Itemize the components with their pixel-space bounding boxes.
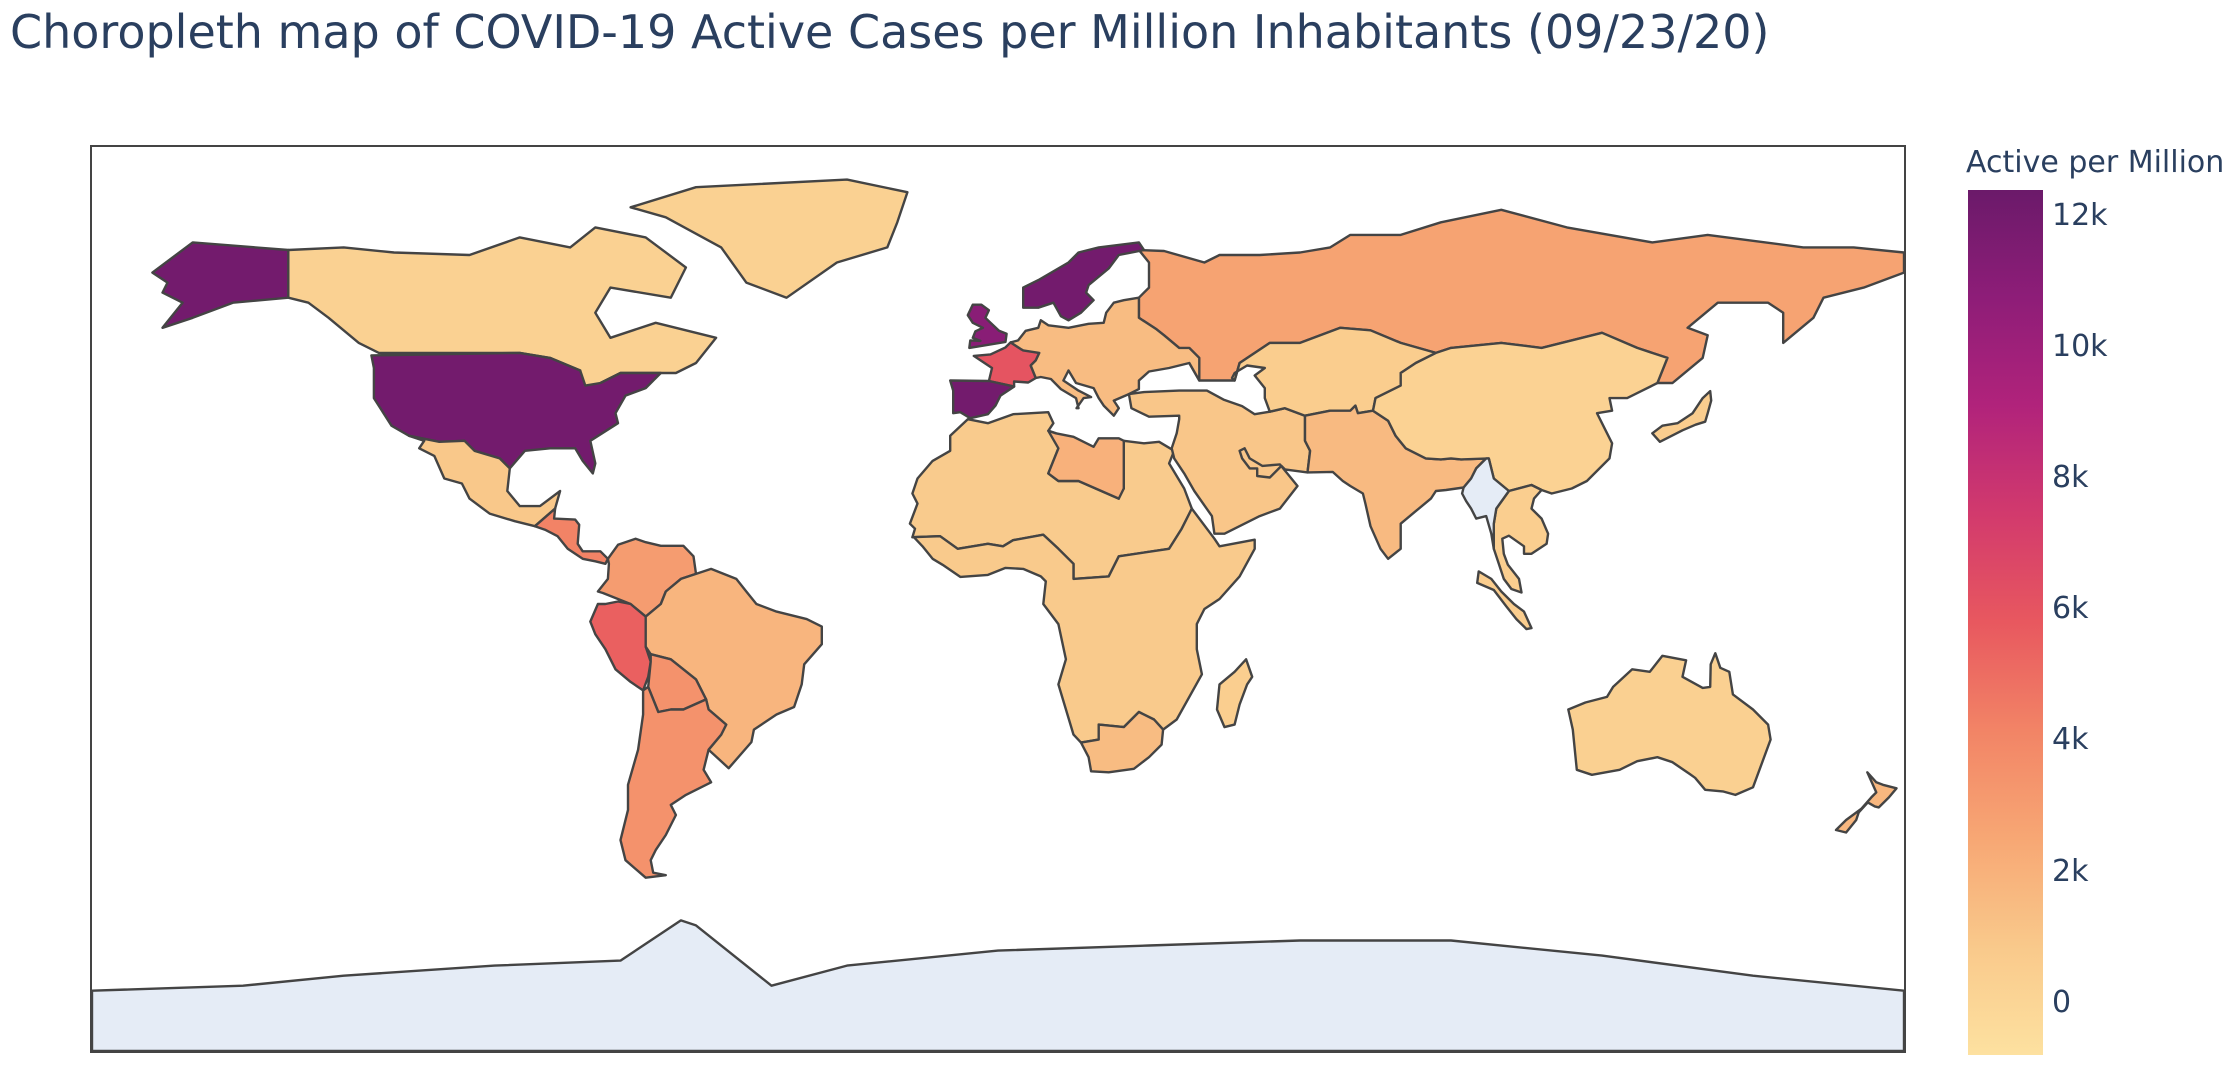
region-new-zealand[interactable]: New Zealand bbox=[1834, 771, 1898, 834]
region-southeast-asia[interactable]: Southeast Asia bbox=[1492, 483, 1550, 594]
region-alaska[interactable]: Alaska bbox=[151, 241, 290, 329]
region-scandinavia[interactable]: Scandinavia bbox=[1022, 241, 1146, 322]
region-libya[interactable]: Libya bbox=[1047, 429, 1125, 500]
colorbar-title: Active per Million bbox=[1966, 145, 2225, 180]
region-china[interactable]: China bbox=[1371, 331, 1669, 495]
colorbar-gradient bbox=[1968, 190, 2043, 1055]
region-middle-east[interactable]: Middle East bbox=[1127, 389, 1312, 535]
region-sub-saharan-africa[interactable]: Sub-Saharan Africa bbox=[911, 507, 1256, 744]
region-australia[interactable]: Australia bbox=[1567, 652, 1772, 797]
region-central-america[interactable]: Central America bbox=[533, 507, 610, 565]
colorbar-tick-label: 0 bbox=[2052, 984, 2072, 1020]
colorbar-tick-label: 6k bbox=[2052, 591, 2089, 627]
colorbar-tick-label: 10k bbox=[2052, 329, 2108, 365]
region-europe[interactable]: Europe bbox=[1009, 296, 1201, 417]
countries-layer[interactable]: CanadaGreenlandUnited StatesAlaskaMexico… bbox=[92, 178, 1904, 1051]
region-madagascar[interactable]: Madagascar bbox=[1215, 658, 1254, 729]
colorbar-tick-label: 12k bbox=[2052, 198, 2108, 234]
colorbar bbox=[1968, 190, 2043, 1055]
map-frame[interactable]: CanadaGreenlandUnited StatesAlaskaMexico… bbox=[90, 145, 1906, 1053]
colorbar-tick-label: 4k bbox=[2052, 722, 2089, 758]
chart-title: Choropleth map of COVID-19 Active Cases … bbox=[10, 5, 1770, 59]
region-myanmar[interactable]: Myanmar bbox=[1460, 457, 1511, 550]
region-japan[interactable]: Japan bbox=[1651, 389, 1713, 443]
colorbar-tick-label: 2k bbox=[2052, 853, 2089, 889]
region-spain[interactable]: Spain bbox=[949, 379, 1016, 420]
region-canada[interactable]: Canada bbox=[287, 226, 718, 390]
world-map[interactable]: CanadaGreenlandUnited StatesAlaskaMexico… bbox=[92, 147, 1904, 1051]
colorbar-tick-label: 8k bbox=[2052, 460, 2089, 496]
region-south-africa[interactable]: South Africa bbox=[1079, 710, 1165, 774]
region-antarctica[interactable]: Antarctica bbox=[92, 919, 1904, 1051]
region-greenland[interactable]: Greenland bbox=[629, 178, 909, 299]
region-chile-argentina[interactable]: Chile & Argentina bbox=[619, 685, 728, 879]
region-indonesia[interactable]: Indonesia bbox=[1476, 570, 1533, 631]
region-united-kingdom[interactable]: United Kingdom bbox=[966, 303, 1008, 350]
region-peru[interactable]: Peru bbox=[589, 600, 652, 692]
